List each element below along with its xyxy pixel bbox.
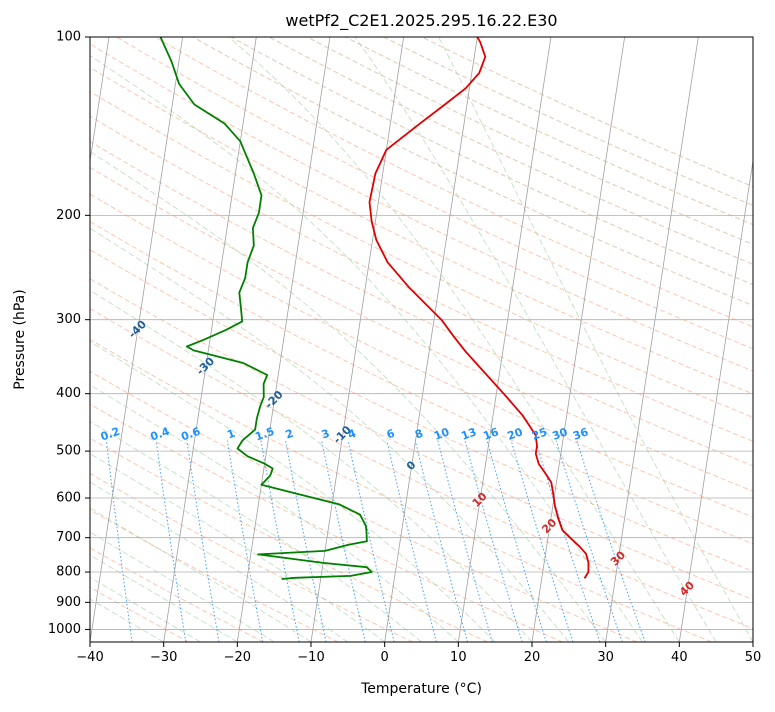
x-tick-label: 0 [381, 650, 389, 665]
x-tick-label: −20 [224, 650, 251, 665]
y-tick-label: 700 [56, 530, 81, 545]
y-tick-label: 200 [56, 208, 81, 223]
y-axis-label: Pressure (hPa) [12, 289, 28, 389]
y-tick-label: 500 [56, 444, 81, 459]
y-tick-label: 800 [56, 565, 81, 580]
y-tick-label: 400 [56, 386, 81, 401]
x-tick-label: −30 [150, 650, 177, 665]
x-axis-label: Temperature (°C) [360, 681, 482, 697]
y-tick-label: 900 [56, 595, 81, 610]
x-tick-label: 50 [745, 650, 762, 665]
x-tick-label: 20 [524, 650, 541, 665]
y-tick-label: 100 [56, 30, 81, 45]
x-tick-label: 10 [450, 650, 467, 665]
x-tick-label: −40 [76, 650, 103, 665]
y-tick-label: 300 [56, 312, 81, 327]
x-tick-label: 30 [597, 650, 614, 665]
y-tick-label: 600 [56, 491, 81, 506]
chart-title: wetPf2_C2E1.2025.295.16.22.E30 [285, 11, 557, 31]
x-tick-label: 40 [671, 650, 688, 665]
x-tick-label: −10 [297, 650, 324, 665]
y-tick-label: 1000 [48, 622, 81, 637]
